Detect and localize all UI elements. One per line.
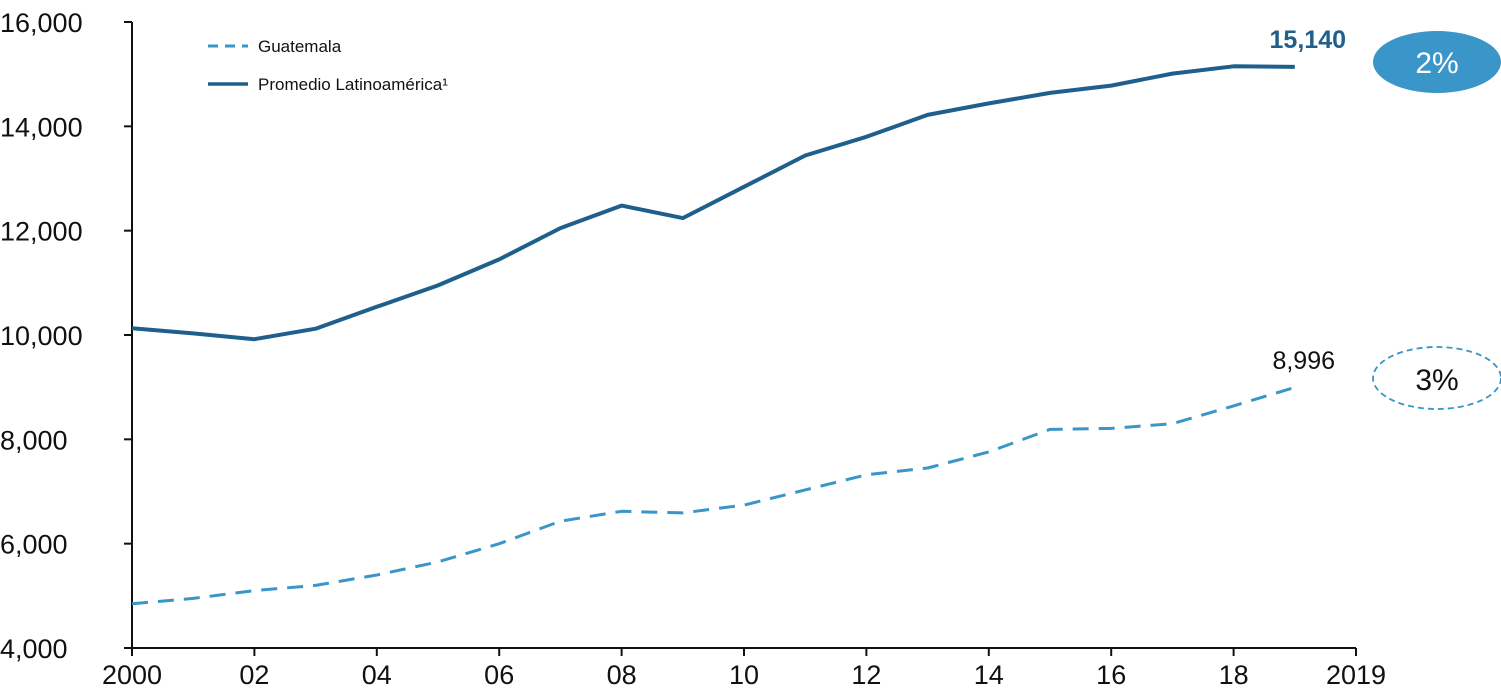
x-tick-label: 12 [851,660,881,689]
series-line-guatemala [131,385,1296,606]
y-tick-label: 8,000 [0,425,68,455]
x-tick-label: 08 [607,660,637,689]
legend-label-guatemala: Guatemala [258,37,342,56]
y-tick-label: 16,000 [0,8,83,38]
x-tick-label: 10 [729,660,759,689]
x-tick-label: 06 [484,660,514,689]
latam-end-value-label: 15,140 [1270,26,1346,54]
guatemala-end-value-label: 8,996 [1272,347,1335,375]
latam-growth-badge: 2% [1373,31,1501,93]
y-axis-ticks: 4,000 6,000 8,000 10,000 12,000 14,000 16,000 [0,8,132,664]
series-line-latam [131,64,1295,342]
guatemala-growth-badge-text: 3% [1415,364,1458,397]
latam-growth-badge-shape [1373,31,1501,93]
guatemala-growth-badge-shape [1372,346,1501,410]
x-tick-label: 18 [1219,660,1249,689]
guatemala-growth-badge: 3% [1372,346,1501,410]
y-tick-label: 4,000 [0,634,68,664]
series-layer [131,64,1296,606]
x-tick-label: 04 [362,660,392,689]
legend: Guatemala Promedio Latinoamérica¹ [208,37,448,94]
x-tick-label: 14 [974,660,1004,689]
x-tick-label: 2000 [102,660,162,689]
latam-growth-badge-text: 2% [1415,47,1458,80]
x-tick-label: 02 [239,660,269,689]
x-tick-label: 16 [1096,660,1126,689]
y-tick-label: 14,000 [0,112,83,142]
x-axis-ticks: 2000 02 04 06 08 10 12 14 16 18 2019 [102,648,1386,689]
legend-label-latam: Promedio Latinoamérica¹ [258,75,448,94]
axes [131,22,1356,649]
y-tick-label: 6,000 [0,530,68,560]
x-tick-label: 2019 [1326,660,1386,689]
y-tick-label: 12,000 [0,217,83,247]
y-tick-label: 10,000 [0,321,83,351]
